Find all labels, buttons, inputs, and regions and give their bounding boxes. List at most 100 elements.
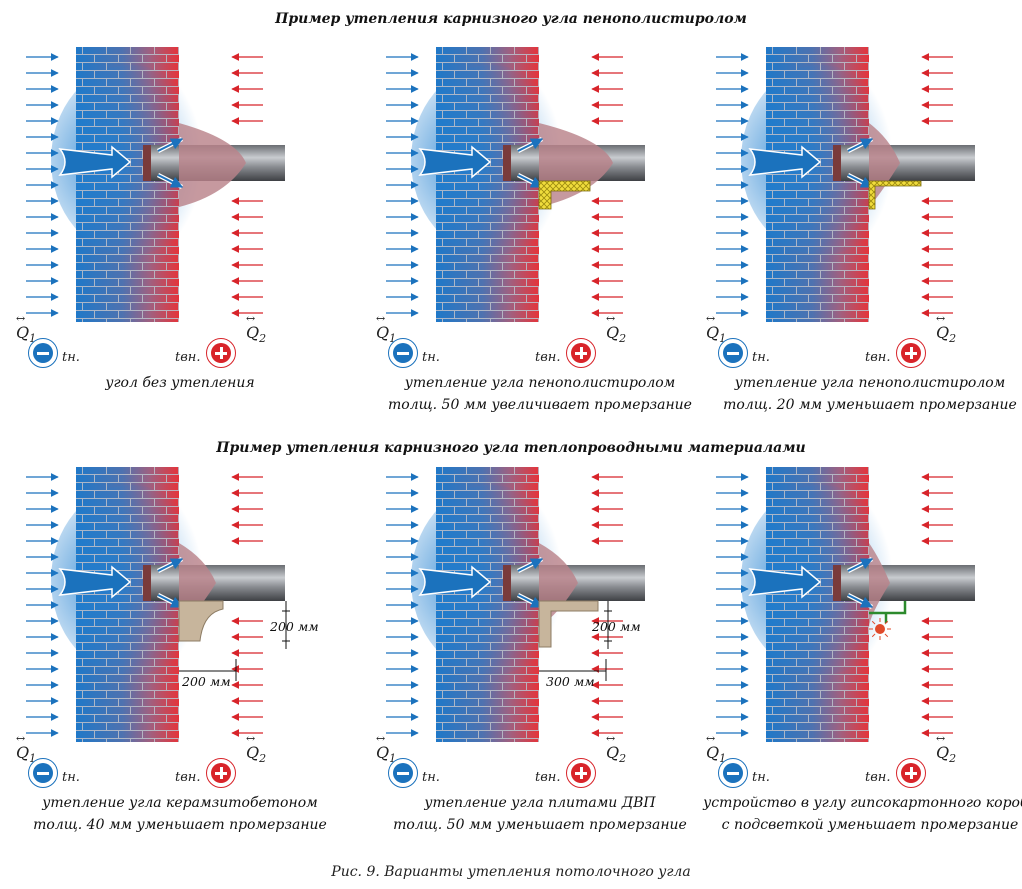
slab-seat — [143, 565, 151, 601]
cold-flow-arrow — [748, 565, 822, 599]
foam-insulation — [868, 180, 922, 210]
cold-badge — [28, 758, 58, 788]
q1-label: ↔ Q1 — [376, 312, 397, 346]
brick-joints — [76, 467, 179, 742]
expanded-clay-cornice — [178, 600, 224, 642]
warm-badge — [896, 758, 926, 788]
warm-badge — [566, 758, 596, 788]
q2-label: ↔ Q2 — [936, 312, 957, 346]
lamp-ray — [871, 633, 876, 638]
caption-line: угол без утепления — [105, 375, 255, 391]
panel-caption: устройство в углу гипсокартонного короба… — [700, 792, 1022, 836]
q2-label: ↔ Q2 — [936, 732, 957, 766]
wall-section-diagram — [26, 467, 290, 742]
flow-arrow-upper — [847, 138, 874, 152]
caption-line: толщ. 20 мм уменьшает промерзание — [723, 397, 1017, 413]
panel-fibreboard: 200 мм 300 мм ↔ Q1 ↔ Q2 tн. tвн. утепление угла … — [370, 450, 710, 870]
caption-line: утепление угла пенополистиролом — [404, 375, 676, 391]
slab-seat — [503, 145, 511, 181]
caption-line: утепление угла плитами ДВП — [424, 795, 656, 811]
inside-temperature-label: tвн. — [535, 350, 561, 365]
panel-polystyrene-20: ↔ Q1 ↔ Q2 tн. tвн. утепление угла пенополистир… — [700, 30, 1022, 450]
inside-temperature-label: tвн. — [175, 350, 201, 365]
brick-joints — [76, 47, 179, 322]
foam-insulation — [538, 180, 591, 210]
dimension-label-vertical: 200 мм — [592, 619, 641, 634]
lamp-ray — [871, 620, 876, 625]
panel-polystyrene-50: ↔ Q1 ↔ Q2 tн. tвн. утепление угла пенополистир… — [370, 30, 710, 450]
brick-joints — [766, 47, 869, 322]
flow-arrow-lower — [157, 594, 184, 608]
caption-line: утепление угла пенополистиролом — [734, 375, 1006, 391]
flow-arrow-upper — [157, 138, 184, 152]
flow-arrow-upper — [847, 558, 874, 572]
flow-arrow-lower — [847, 594, 874, 608]
q1-label: ↔ Q1 — [376, 732, 397, 766]
inside-temperature-label: tвн. — [175, 770, 201, 785]
outside-temperature-label: tн. — [422, 350, 440, 365]
cold-flow-arrow — [418, 145, 492, 179]
q2-label: ↔ Q2 — [606, 312, 627, 346]
inside-temperature-label: tвн. — [865, 350, 891, 365]
figure-caption: Рис. 9. Варианты утепления потолочного у… — [331, 864, 691, 880]
wall-section-diagram — [26, 47, 285, 322]
caption-line: толщ. 50 мм уменьшает промерзание — [393, 817, 687, 833]
panel-caption: утепление угла плитами ДВП толщ. 50 мм ум… — [370, 792, 710, 836]
lamp-ray — [884, 633, 889, 638]
q2-label: ↔ Q2 — [246, 312, 267, 346]
wall-section-diagram — [386, 47, 645, 322]
panel-expanded-clay: 200 мм 200 мм ↔ Q1 ↔ Q2 tн. tвн. утепление угла … — [10, 450, 350, 870]
q1-label: ↔ Q1 — [16, 732, 37, 766]
drywall-box — [869, 601, 907, 623]
inside-temperature-label: tвн. — [535, 770, 561, 785]
dimension-label-vertical: 200 мм — [270, 619, 319, 634]
q1-label: ↔ Q1 — [706, 312, 727, 346]
outside-temperature-label: tн. — [62, 350, 80, 365]
dimension-label-horizontal: 300 мм — [546, 674, 595, 689]
warm-badge — [896, 338, 926, 368]
caption-line: устройство в углу гипсокартонного короба — [703, 795, 1022, 811]
outside-temperature-label: tн. — [752, 770, 770, 785]
cold-badge — [388, 758, 418, 788]
wall-section-diagram — [716, 47, 975, 322]
ceiling-slab — [833, 145, 975, 181]
flow-arrow-upper — [157, 558, 184, 572]
flow-arrow-upper — [517, 558, 544, 572]
inside-temperature-label: tвн. — [865, 770, 891, 785]
panel-caption: утепление угла пенополистиролом толщ. 20 … — [700, 372, 1022, 416]
q2-label: ↔ Q2 — [606, 732, 627, 766]
caption-line: с подсветкой уменьшает промерзание — [721, 817, 1019, 833]
cold-badge — [388, 338, 418, 368]
panel-caption: утепление угла пенополистиролом толщ. 50 … — [370, 372, 710, 416]
q1-label: ↔ Q1 — [16, 312, 37, 346]
slab-seat — [833, 145, 841, 181]
q1-label: ↔ Q1 — [706, 732, 727, 766]
cold-flow-arrow — [58, 565, 132, 599]
q2-label: ↔ Q2 — [246, 732, 267, 766]
lamp — [875, 624, 885, 634]
brick-joints — [436, 467, 539, 742]
outside-temperature-label: tн. — [422, 770, 440, 785]
freezing-zone — [179, 123, 246, 207]
brick-joints — [436, 47, 539, 322]
dimension-label-horizontal: 200 мм — [182, 674, 231, 689]
slab-seat — [143, 145, 151, 181]
caption-line: утепление угла керамзитобетоном — [42, 795, 318, 811]
panel-drywall-box: ↔ Q1 ↔ Q2 tн. tвн. устройство в углу гипсокарт… — [700, 450, 1022, 870]
panel-caption: утепление угла керамзитобетоном толщ. 40 … — [10, 792, 350, 836]
cold-badge — [718, 758, 748, 788]
caption-line: толщ. 50 мм увеличивает промерзание — [388, 397, 692, 413]
flow-arrow-lower — [847, 174, 874, 188]
freezing-zone — [869, 543, 890, 627]
title-polystyrene: Пример утепления карнизного угла пенопол… — [275, 11, 747, 27]
panel-caption: угол без утепления — [10, 372, 350, 394]
ceiling-slab — [833, 565, 975, 601]
warm-badge — [566, 338, 596, 368]
flow-arrow-lower — [517, 174, 544, 188]
flow-arrow-upper — [517, 138, 544, 152]
wall-section-diagram — [386, 467, 645, 742]
flow-arrow-lower — [157, 174, 184, 188]
wall-section-diagram — [716, 467, 975, 742]
slab-seat — [833, 565, 841, 601]
fibreboard-plates — [538, 600, 599, 648]
